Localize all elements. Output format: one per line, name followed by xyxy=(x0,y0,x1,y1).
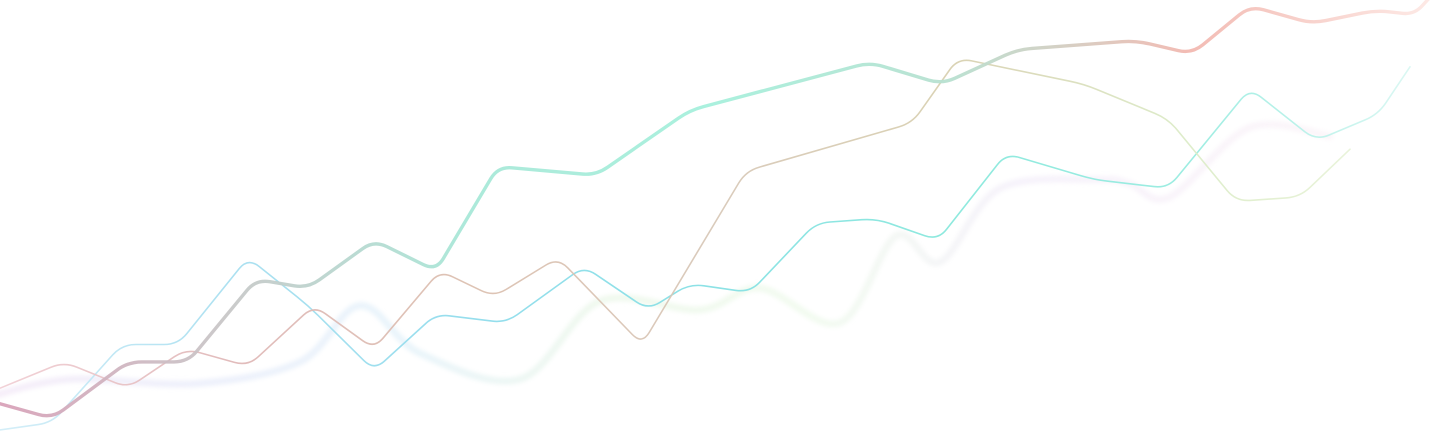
line-teal-thick xyxy=(0,0,1430,418)
line-cyan-thin xyxy=(0,66,1411,431)
